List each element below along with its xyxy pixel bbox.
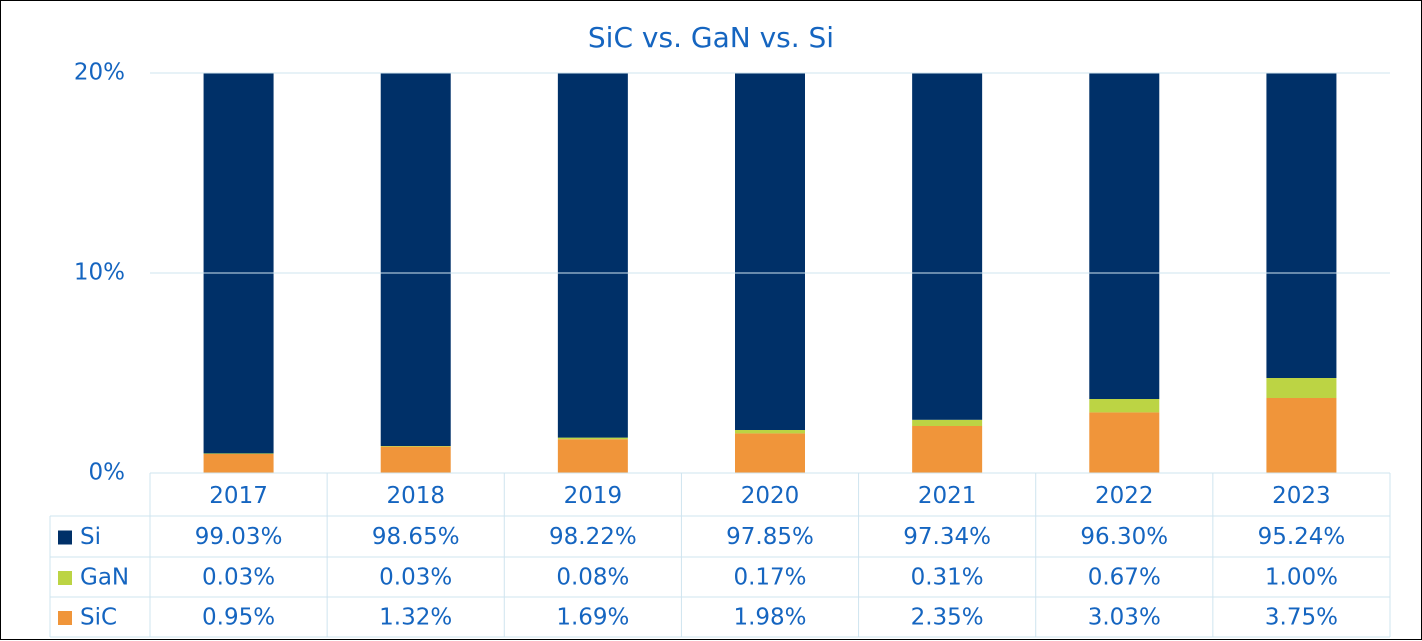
- table-value: 1.69%: [556, 605, 629, 631]
- table-value: 3.75%: [1265, 605, 1338, 631]
- y-tick-label: 20%: [74, 60, 125, 86]
- legend-swatch: [58, 571, 72, 585]
- table-value: 1.98%: [733, 605, 806, 631]
- bar-segment: [380, 73, 451, 446]
- bar-segment: [1266, 398, 1337, 473]
- bar-segment: [380, 446, 451, 473]
- table-value: 97.85%: [726, 524, 814, 550]
- table-value: 0.03%: [379, 565, 452, 591]
- x-tick-label: 2021: [918, 483, 977, 509]
- bar-segment: [1089, 399, 1160, 413]
- legend-swatch: [58, 611, 72, 625]
- legend-label: SiC: [80, 605, 117, 631]
- bar-segment: [912, 73, 983, 420]
- bar-segment: [912, 419, 983, 426]
- table-value: 98.65%: [372, 524, 460, 550]
- bar-segment: [735, 433, 805, 473]
- bar-segment: [1089, 73, 1160, 399]
- x-tick-label: 2019: [564, 483, 623, 509]
- legend-swatch: [58, 530, 72, 545]
- x-tick-label: 2018: [386, 483, 445, 509]
- plot-area: [203, 73, 1337, 473]
- legend-label: GaN: [80, 565, 129, 591]
- table-value: 0.08%: [556, 565, 629, 591]
- table-value: 1.32%: [379, 605, 452, 631]
- table-value: 97.34%: [903, 524, 991, 550]
- bar-segment: [203, 453, 274, 454]
- x-tick-label: 2020: [741, 483, 800, 509]
- bar-segment: [557, 439, 628, 473]
- table-value: 0.17%: [733, 565, 806, 591]
- table-value: 96.30%: [1080, 524, 1168, 550]
- bar-segment: [735, 73, 805, 430]
- table-value: 3.03%: [1088, 605, 1161, 631]
- bar-segment: [203, 73, 274, 454]
- y-tick-label: 10%: [74, 260, 125, 286]
- bar-segment: [557, 437, 628, 440]
- chart-title: SiC vs. GaN vs. Si: [588, 21, 834, 54]
- table-value: 0.31%: [911, 565, 984, 591]
- table-value: 99.03%: [195, 524, 283, 550]
- table-value: 95.24%: [1258, 524, 1346, 550]
- bar-segment: [557, 73, 628, 438]
- x-tick-label: 2022: [1095, 483, 1154, 509]
- x-tick-label: 2023: [1272, 483, 1331, 509]
- table-value: 1.00%: [1265, 565, 1338, 591]
- y-tick-label: 0%: [89, 460, 126, 486]
- bar-segment: [1089, 412, 1160, 473]
- x-tick-label: 2017: [209, 483, 268, 509]
- table-value: 2.35%: [911, 605, 984, 631]
- bar-segment: [735, 430, 805, 434]
- table-value: 98.22%: [549, 524, 637, 550]
- table-value: 0.03%: [202, 565, 275, 591]
- table-value: 0.67%: [1088, 565, 1161, 591]
- bar-segment: [203, 454, 274, 473]
- bar-segment: [380, 446, 451, 447]
- bar-segment: [912, 426, 983, 473]
- legend-label: Si: [80, 524, 101, 550]
- bar-segment: [1266, 378, 1337, 398]
- table-value: 0.95%: [202, 605, 275, 631]
- bar-segment: [1266, 73, 1337, 378]
